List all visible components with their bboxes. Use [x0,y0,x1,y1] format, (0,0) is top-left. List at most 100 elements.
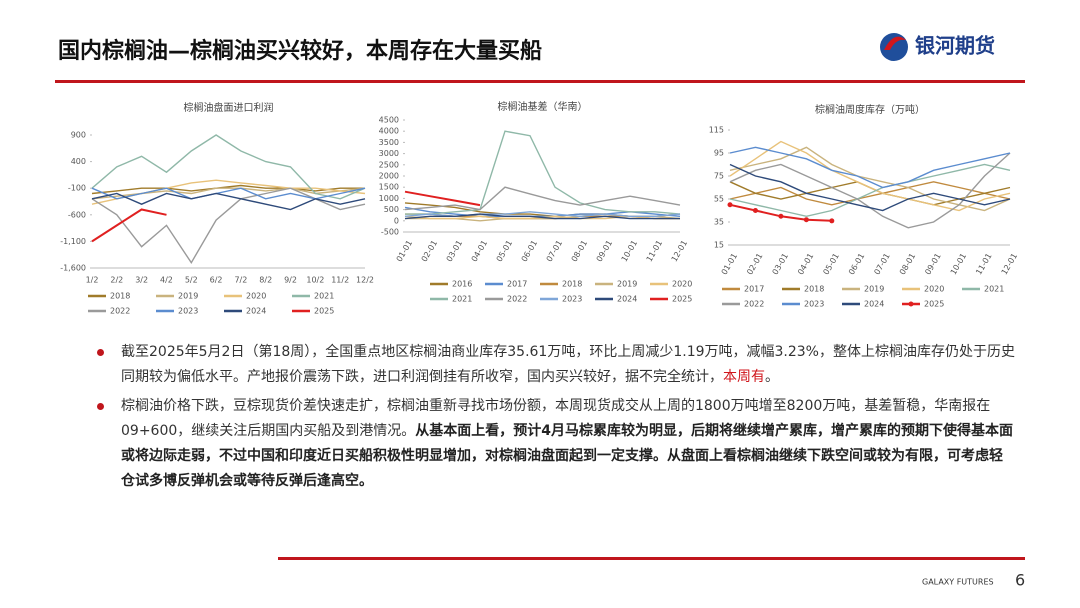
y-tick-label: 1500 [379,183,399,192]
legend-label: 2020 [924,285,944,294]
series-line [729,146,1011,189]
legend-label: 2024 [246,307,266,316]
logo-icon [880,33,908,61]
series-line [729,181,1011,206]
x-tick-label: 08-01 [570,239,589,264]
y-tick-label: 55 [714,195,724,204]
legend-label: 2018 [562,280,582,289]
x-tick-label: 03-01 [771,252,790,277]
legend-label: 2023 [562,295,582,304]
y-tick-label: 35 [714,218,724,227]
legend-marker [908,301,914,307]
x-tick-label: 8/2 [259,276,272,285]
legend-label: 2025 [924,300,944,309]
page-number: 6 [1015,571,1025,590]
series-line [404,202,681,218]
x-tick-label: 01-01 [395,239,414,264]
legend-label: 2024 [617,295,637,304]
logo-swoosh [884,36,906,50]
legend-label: 2019 [178,292,198,301]
y-tick-label: 900 [71,131,86,140]
bullet-list: 截至2025年5月2日（第18周），全国重点地区棕榈油商业库存35.61万吨，环… [95,340,1015,498]
series-line [729,152,1011,229]
footer-rule [278,557,1025,560]
x-tick-label: 06-01 [847,252,866,277]
series-line [729,163,1011,212]
series-marker [727,202,733,208]
y-tick-label: 0 [394,216,399,225]
y-tick-label: 15 [714,241,724,250]
x-tick-label: 1/2 [86,276,99,285]
chart-title: 棕榈油基差（华南） [498,100,588,113]
series-marker [778,213,784,219]
series-line [405,130,681,215]
y-tick-label: 4500 [379,116,399,125]
x-tick-label: 04-01 [470,239,489,264]
x-tick-label: 06-01 [520,239,539,264]
y-tick-label: -100 [68,184,86,193]
chart-title: 棕榈油盘面进口利润 [184,101,274,114]
legend-label: 2018 [804,285,824,294]
x-tick-label: 12/2 [356,276,374,285]
legend-label: 2021 [984,285,1004,294]
x-tick-label: 11-01 [974,252,993,277]
header-rule [55,80,1025,83]
legend-label: 2024 [864,300,884,309]
x-tick-label: 11-01 [645,239,664,264]
x-tick-label: 11/2 [331,276,349,285]
x-tick-label: 01-01 [720,252,739,277]
x-tick-label: 4/2 [160,276,173,285]
legend-label: 2021 [452,295,472,304]
x-tick-label: 07-01 [545,239,564,264]
series-line [404,190,481,207]
x-tick-label: 10-01 [949,252,968,277]
y-tick-label: 3500 [379,138,399,147]
legend-label: 2023 [804,300,824,309]
y-tick-label: 3000 [379,149,399,158]
x-tick-label: 10/2 [306,276,324,285]
x-tick-label: 9/2 [284,276,297,285]
x-tick-label: 10-01 [620,239,639,264]
legend-label: 2019 [864,285,884,294]
legend-label: 2020 [672,280,692,289]
legend-label: 2018 [110,292,130,301]
x-tick-label: 07-01 [872,252,891,277]
legend-label: 2023 [178,307,198,316]
series-line [91,134,366,200]
series-line [729,140,1011,212]
logo-text: 银河期货 [915,34,995,58]
x-tick-label: 02-01 [745,252,764,277]
bullet-text: 截至2025年5月2日（第18周），全国重点地区棕榈油商业库存35.61万吨，环… [121,344,1015,385]
series-marker [803,217,809,223]
x-tick-label: 09-01 [923,252,942,277]
legend-label: 2016 [452,280,472,289]
y-tick-label: 2500 [379,160,399,169]
bullet-text: 。 [765,369,779,385]
y-tick-label: 400 [71,157,86,166]
y-tick-label: 75 [714,172,724,181]
x-tick-label: 12-01 [670,239,689,264]
legend-label: 2020 [246,292,266,301]
x-tick-label: 08-01 [898,252,917,277]
series-line [729,163,1011,218]
x-tick-label: 3/2 [135,276,148,285]
y-tick-label: 500 [384,205,399,214]
legend-label: 2019 [617,280,637,289]
y-tick-label: -1,600 [60,264,86,273]
bullet: 截至2025年5月2日（第18周），全国重点地区棕榈油商业库存35.61万吨，环… [95,340,1015,390]
bullet-text: 棕榈油价格下跌，豆棕现货价差快速走扩，棕榈油重新寻找市场份额，本周现货成交从上周… [121,398,991,439]
y-tick-label: 115 [709,126,724,135]
x-tick-label: 09-01 [595,239,614,264]
x-tick-label: 04-01 [796,252,815,277]
y-tick-label: -1,100 [60,237,86,246]
series-line [91,187,366,265]
y-tick-label: 1000 [379,194,399,203]
y-tick-label: -500 [381,228,399,237]
legend-label: 2017 [744,285,764,294]
series-line [91,208,167,243]
series-line [404,186,681,211]
x-tick-label: 05-01 [821,252,840,277]
series-line [729,146,1011,212]
slide-title: 国内棕榈油—棕榈油买兴较好，本周存在大量买船 [58,38,542,64]
